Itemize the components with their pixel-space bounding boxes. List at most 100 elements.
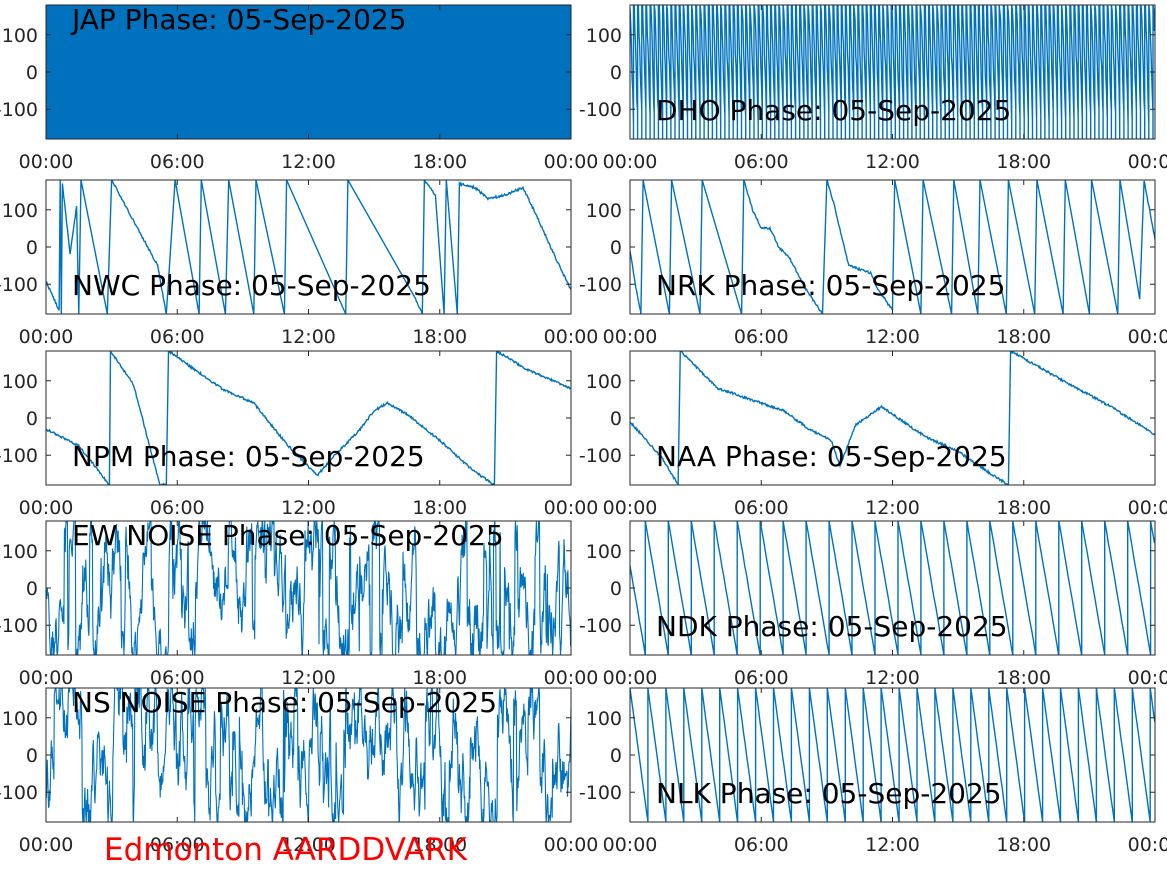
x-tick-label: 06:00 [150,667,205,689]
phase-wrap-bars [439,5,571,139]
x-tick-label: 00:00 [603,667,658,689]
y-tick-label: 100 [2,25,38,47]
x-tick-label: 00:00 [544,151,599,173]
phase-series-line [630,521,1155,655]
y-tick-label: 0 [610,578,622,600]
x-tick-label: 12:00 [281,326,336,348]
phase-panel: 00:00 06:00 12:00 18:00 00:00 100 0 -100 NPM Pha… [0,350,598,519]
y-tick-label: 100 [586,25,622,47]
y-tick-label: -100 [579,615,622,637]
x-tick-label: 00:00 [603,326,658,348]
x-tick-label: 06:00 [734,326,789,348]
x-tick-label: 00:00 [19,834,74,856]
panels-layer: 00:00 06:00 12:00 18:00 00:00 100 0 -100 JAP Pha… [0,3,1167,856]
phase-panel: 00:00 06:00 12:00 18:00 00:00 100 0 -100 NAA Pha… [579,350,1167,519]
y-tick-label: 100 [2,708,38,730]
x-tick-label: 00:00 [603,497,658,519]
x-tick-label: 00:00 [19,151,74,173]
x-tick-label: 12:00 [281,151,336,173]
x-tick-label: 18:00 [412,834,467,856]
phase-panel: 00:00 06:00 12:00 18:00 00:00 100 0 -100 EW NOIS… [0,519,598,689]
x-tick-label: 00:00 [1128,151,1167,173]
phase-panel: 00:00 06:00 12:00 18:00 00:00 100 0 -100 JAP Pha… [0,3,598,173]
phase-series-line [46,521,571,655]
x-tick-label: 00:00 [1128,497,1167,519]
phase-panel: 00:00 06:00 12:00 18:00 00:00 100 0 -100 NRK Pha… [579,179,1167,348]
y-tick-label: 0 [610,408,622,430]
phase-wrap-bars [373,5,423,139]
x-tick-label: 18:00 [412,497,467,519]
y-tick-label: -100 [0,445,38,467]
x-tick-label: 00:00 [1128,667,1167,689]
phase-series-line [630,688,1155,822]
y-tick-label: 0 [610,62,622,84]
phase-panel: 00:00 06:00 12:00 18:00 00:00 100 0 -100 NWC Pha… [0,179,599,348]
phase-panel: 00:00 06:00 12:00 18:00 00:00 100 0 -100 NDK Pha… [579,520,1167,689]
phase-wrap-bars [297,5,375,139]
phase-wrap-bars [203,5,237,139]
y-tick-label: -100 [0,782,38,804]
x-tick-label: 18:00 [996,667,1051,689]
panel-title: NWC Phase: 05-Sep-2025 [72,269,431,302]
panel-title: NRK Phase: 05-Sep-2025 [656,269,1005,302]
y-tick-label: -100 [0,99,38,121]
x-tick-label: 06:00 [150,834,205,856]
x-tick-label: 00:00 [603,151,658,173]
y-tick-label: 100 [2,371,38,393]
y-tick-label: 0 [26,237,38,259]
x-tick-label: 06:00 [734,151,789,173]
x-tick-label: 00:00 [1128,834,1167,856]
y-tick-label: -100 [579,445,622,467]
x-tick-label: 00:00 [19,667,74,689]
panel-title: EW NOISE Phase: 05-Sep-2025 [72,519,504,552]
y-tick-label: -100 [0,274,38,296]
panel-title: NPM Phase: 05-Sep-2025 [72,440,425,473]
y-tick-label: 100 [2,541,38,563]
y-tick-label: 0 [26,62,38,84]
phase-wrap-bars [421,5,441,139]
x-tick-label: 12:00 [865,834,920,856]
x-tick-label: 18:00 [412,326,467,348]
x-tick-label: 12:00 [865,667,920,689]
panel-title: NS NOISE Phase: 05-Sep-2025 [72,686,497,719]
x-tick-label: 18:00 [996,497,1051,519]
panel-title: NAA Phase: 05-Sep-2025 [656,440,1007,473]
y-tick-label: -100 [579,274,622,296]
y-tick-label: -100 [579,782,622,804]
x-tick-label: 12:00 [281,834,336,856]
y-tick-label: 100 [586,541,622,563]
phase-series-line [630,180,1155,314]
x-tick-label: 00:00 [603,834,658,856]
phase-series-line [46,351,571,485]
phase-wrap-bars [89,5,150,139]
x-tick-label: 18:00 [996,151,1051,173]
x-tick-label: 12:00 [865,497,920,519]
y-tick-label: 0 [610,745,622,767]
y-tick-label: 0 [26,408,38,430]
x-tick-label: 06:00 [150,151,205,173]
panel-title: DHO Phase: 05-Sep-2025 [656,94,1011,127]
x-tick-label: 00:00 [544,834,599,856]
y-tick-label: -100 [0,615,38,637]
x-tick-label: 06:00 [150,497,205,519]
phase-panel: 00:00 06:00 12:00 18:00 00:00 100 0 -100 DHO Pha… [579,4,1167,173]
x-tick-label: 18:00 [996,326,1051,348]
x-tick-label: 12:00 [865,151,920,173]
x-tick-label: 06:00 [734,667,789,689]
x-tick-label: 06:00 [734,834,789,856]
station-label: Edmonton AARDDVARK [104,832,468,868]
y-tick-label: 100 [586,200,622,222]
y-tick-label: 100 [2,200,38,222]
y-tick-label: 100 [586,708,622,730]
x-tick-label: 18:00 [412,667,467,689]
phase-wrap-bars [235,5,298,139]
x-tick-label: 06:00 [150,326,205,348]
phase-panel: 00:00 06:00 12:00 18:00 00:00 100 0 -100 NS NOIS… [0,686,598,856]
x-tick-label: 00:00 [544,326,599,348]
phase-series-line [630,5,1155,139]
y-tick-label: -100 [579,99,622,121]
panel-title: NLK Phase: 05-Sep-2025 [656,777,1002,810]
phase-panel: 00:00 06:00 12:00 18:00 00:00 100 0 -100 NLK Pha… [579,687,1167,856]
x-tick-label: 12:00 [281,497,336,519]
